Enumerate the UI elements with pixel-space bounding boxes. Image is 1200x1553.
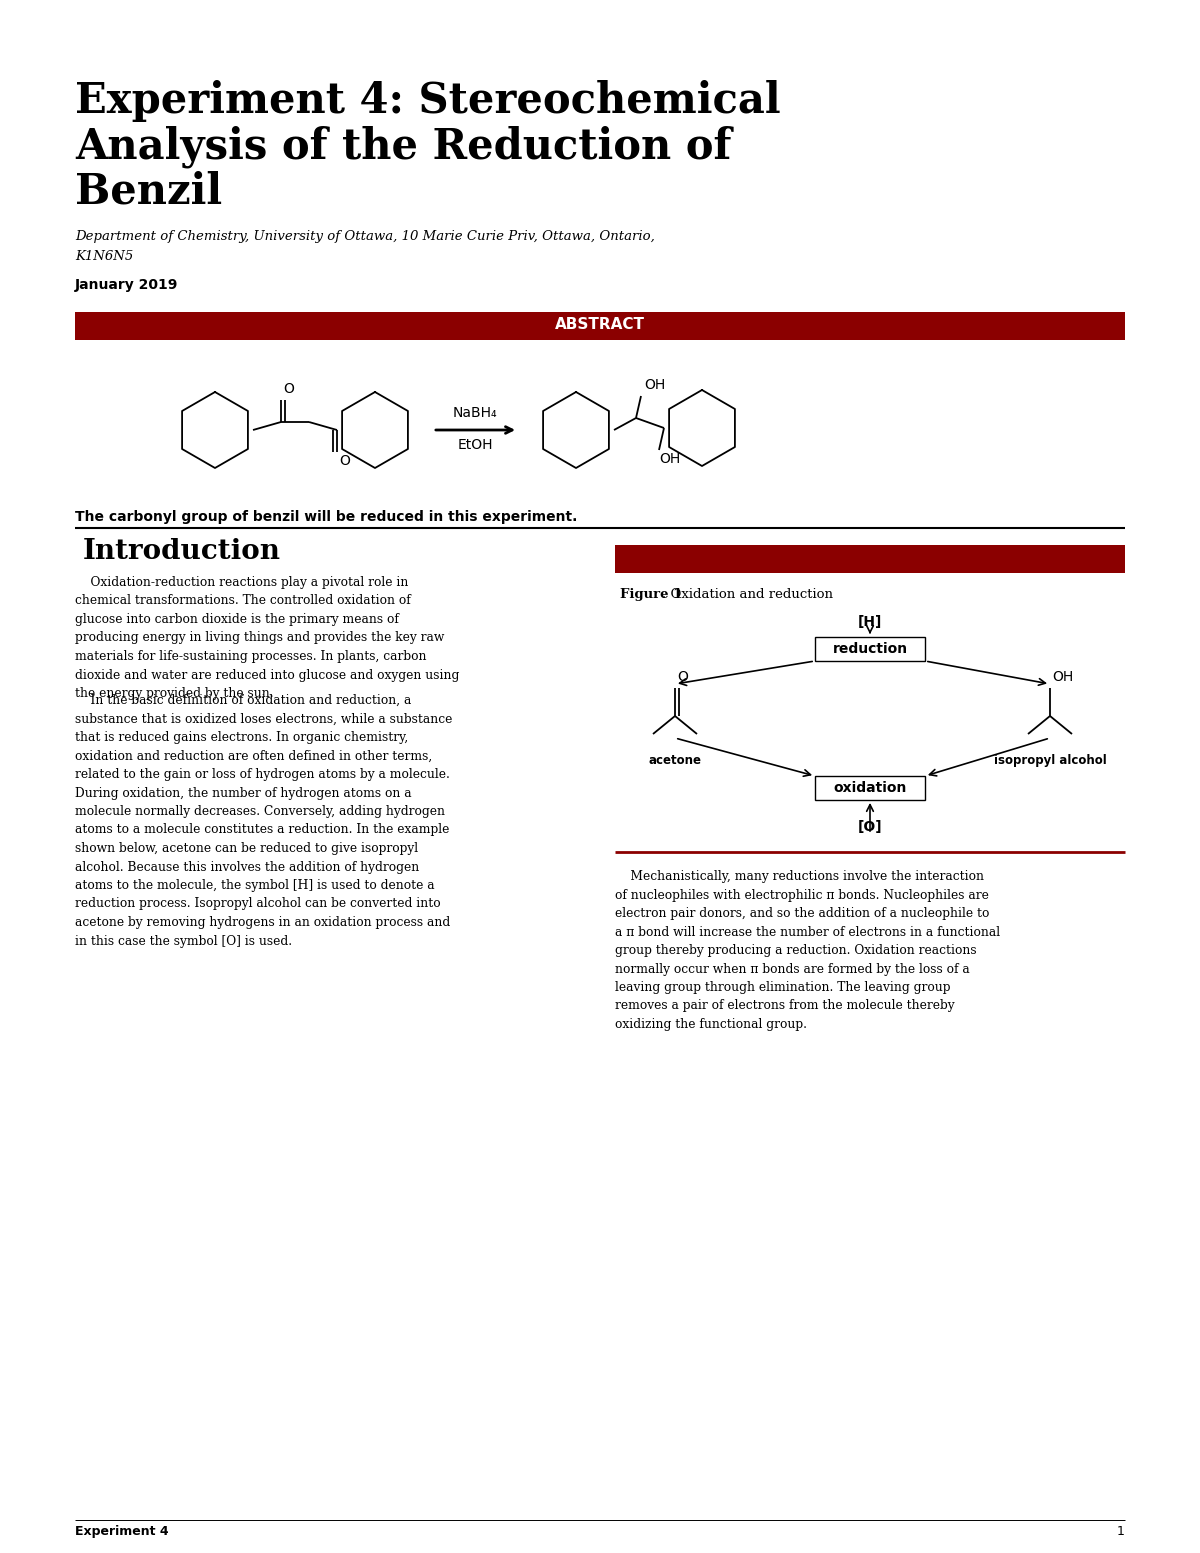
Bar	[74, 312, 1126, 340]
Bar	[815, 637, 925, 662]
Bar	[815, 776, 925, 800]
Text: ABSTRACT: ABSTRACT	[554, 317, 646, 332]
Text: The carbonyl group of benzil will be reduced in this experiment.: The carbonyl group of benzil will be red…	[74, 509, 577, 523]
Text: January 2019: January 2019	[74, 278, 179, 292]
Text: oxidation: oxidation	[833, 781, 907, 795]
Text: Oxidation-reduction reactions play a pivotal role in
chemical transformations. T: Oxidation-reduction reactions play a piv…	[74, 576, 460, 700]
Bar	[616, 545, 1126, 573]
Text: Analysis of the Reduction of: Analysis of the Reduction of	[74, 124, 731, 168]
Text: Department of Chemistry, University of Ottawa, 10 Marie Curie Priv, Ottawa, Onta: Department of Chemistry, University of O…	[74, 230, 655, 242]
Text: Mechanistically, many reductions involve the interaction
of nucleophiles with el: Mechanistically, many reductions involve…	[616, 870, 1000, 1031]
Text: O: O	[340, 453, 350, 467]
Text: K1N6N5: K1N6N5	[74, 250, 133, 262]
Text: acetone: acetone	[648, 755, 702, 767]
Text: Figure 1: Figure 1	[620, 589, 683, 601]
Text: OH: OH	[644, 377, 665, 391]
Text: Introduction: Introduction	[83, 537, 281, 565]
Text: Experiment 4: Stereochemical: Experiment 4: Stereochemical	[74, 81, 781, 123]
Text: [O]: [O]	[858, 820, 882, 834]
Text: OH: OH	[1052, 669, 1073, 683]
Text: Benzil: Benzil	[74, 169, 222, 213]
Text: isopropyl alcohol: isopropyl alcohol	[994, 755, 1106, 767]
Text: reduction: reduction	[833, 641, 907, 655]
Text: EtOH: EtOH	[457, 438, 493, 452]
Text: O: O	[283, 382, 294, 396]
Text: . Oxidation and reduction: . Oxidation and reduction	[662, 589, 833, 601]
Text: In the basic definition of oxidation and reduction, a
substance that is oxidized: In the basic definition of oxidation and…	[74, 694, 452, 947]
Text: O: O	[677, 669, 688, 683]
Text: 1: 1	[1117, 1525, 1126, 1537]
Text: [H]: [H]	[858, 615, 882, 629]
Text: Experiment 4: Experiment 4	[74, 1525, 169, 1537]
Text: NaBH₄: NaBH₄	[452, 405, 497, 419]
Text: OH: OH	[659, 452, 680, 466]
